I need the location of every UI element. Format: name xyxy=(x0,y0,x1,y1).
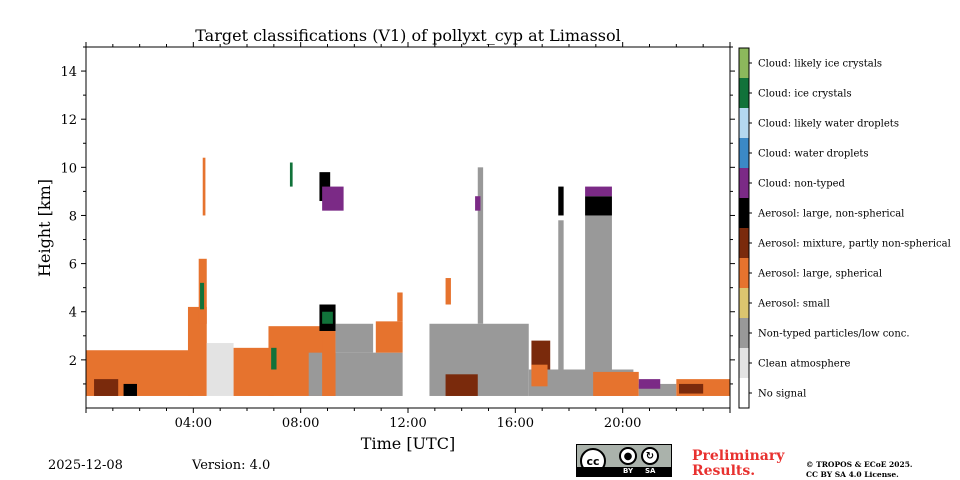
x-tick-label: 16:00 xyxy=(497,416,534,431)
y-axis: 2 4 6 8 10 12 14 xyxy=(60,46,735,385)
colorbar-label: Cloud: ice crystals xyxy=(758,89,852,100)
preliminary-line-1: Preliminary xyxy=(692,448,785,464)
class-region-7 xyxy=(233,347,274,396)
class-region-11 xyxy=(322,321,336,396)
colorbar-label: Aerosol: large, non-spherical xyxy=(757,209,904,220)
colorbar-label: Clean atmosphere xyxy=(758,359,851,370)
colorbar-label: Cloud: likely water droplets xyxy=(758,119,899,130)
by-attribution-icon: ● xyxy=(619,447,637,465)
colorbar-swatch xyxy=(739,318,749,348)
y-tick-label: 14 xyxy=(60,65,77,80)
colorbar-label: Aerosol: large, spherical xyxy=(757,269,882,280)
class-region-20 xyxy=(429,323,529,396)
class-region-35 xyxy=(638,379,661,389)
colorbar-label: Cloud: non-typed xyxy=(758,179,846,190)
colorbar-swatch xyxy=(739,108,749,138)
class-region-22 xyxy=(445,374,478,396)
colorbar-swatch xyxy=(739,78,749,108)
colorbar-frame xyxy=(738,47,750,409)
colorbar-swatch xyxy=(739,258,749,288)
colorbar: No signal Clean atmosphere Non-typed parti… xyxy=(738,47,951,409)
x-axis-label: Time [UTC] xyxy=(361,434,455,453)
preliminary-line-2: Results. xyxy=(692,463,756,479)
colorbar-swatch xyxy=(739,48,749,78)
colorbar-label: Aerosol: small xyxy=(757,299,830,310)
x-tick-label: 20:00 xyxy=(604,416,641,431)
colorbar-swatch xyxy=(739,138,749,168)
class-region-6 xyxy=(206,343,234,396)
x-tick-label: 04:00 xyxy=(175,416,212,431)
colorbar-label: No signal xyxy=(758,389,806,400)
class-region-30 xyxy=(585,215,612,370)
copyright-line-1: © TROPOS & ECoE 2025. xyxy=(806,460,913,469)
version-label: Version: 4.0 xyxy=(192,458,271,473)
class-region-32 xyxy=(585,186,612,197)
y-tick-label: 6 xyxy=(69,258,77,273)
class-region-19 xyxy=(289,162,293,187)
class-region-29 xyxy=(558,186,564,216)
y-tick-label: 12 xyxy=(60,113,77,128)
copyright-notice: © TROPOS & ECoE 2025. CC BY SA 4.0 Licen… xyxy=(806,460,913,480)
sa-share-alike-icon: ↻ xyxy=(641,447,659,465)
class-region-21 xyxy=(477,167,484,324)
class-region-9 xyxy=(271,347,277,370)
copyright-line-2: CC BY SA 4.0 License. xyxy=(806,470,899,479)
classification-regions xyxy=(86,157,730,396)
colorbar-swatch xyxy=(739,348,749,378)
colorbar-label: Cloud: water droplets xyxy=(758,149,869,160)
y-axis-label: Height [km] xyxy=(35,179,54,277)
colorbar-swatch xyxy=(739,288,749,318)
class-region-16 xyxy=(397,292,403,322)
class-region-31 xyxy=(585,196,612,216)
class-region-1 xyxy=(94,379,119,396)
cc-license-badge: cc ● ↻ BY SA xyxy=(576,444,672,477)
x-axis: 04:00 08:00 12:00 16:00 20:00 xyxy=(85,42,731,431)
y-tick-label: 10 xyxy=(60,161,77,176)
colorbar-swatch xyxy=(739,378,749,408)
colorbar-label: Aerosol: mixture, partly non-spherical xyxy=(757,239,951,250)
class-region-5 xyxy=(200,282,205,310)
colorbar-swatch xyxy=(739,198,749,228)
preliminary-notice: Preliminary Results. xyxy=(692,449,784,479)
chart-title: Target classifications (V1) of pollyxt_c… xyxy=(195,26,621,45)
y-tick-label: 4 xyxy=(69,306,77,321)
y-tick-label: 2 xyxy=(69,354,77,369)
cc-sa-label: SA xyxy=(645,467,656,475)
class-region-27 xyxy=(531,364,548,387)
x-tick-label: 08:00 xyxy=(282,416,319,431)
class-region-23 xyxy=(445,278,451,305)
y-tick-label: 8 xyxy=(69,209,77,224)
colorbar-label: Non-typed particles/low conc. xyxy=(758,329,910,340)
class-region-13 xyxy=(322,311,333,324)
class-region-38 xyxy=(202,157,206,216)
class-region-2 xyxy=(123,383,137,396)
class-region-37 xyxy=(679,383,704,394)
class-region-24 xyxy=(475,196,481,211)
date-label: 2025-12-08 xyxy=(48,458,123,473)
colorbar-swatch xyxy=(739,228,749,258)
class-region-33 xyxy=(593,371,639,396)
colorbar-label: Cloud: likely ice crystals xyxy=(758,59,882,70)
class-region-26 xyxy=(531,340,551,370)
class-region-28 xyxy=(558,220,564,370)
class-region-3 xyxy=(187,306,207,396)
class-region-15 xyxy=(375,321,403,353)
colorbar-swatch xyxy=(739,168,749,198)
cc-by-label: BY xyxy=(623,467,634,475)
x-tick-label: 12:00 xyxy=(389,416,426,431)
class-region-18 xyxy=(322,186,344,211)
class-region-14 xyxy=(335,323,374,353)
